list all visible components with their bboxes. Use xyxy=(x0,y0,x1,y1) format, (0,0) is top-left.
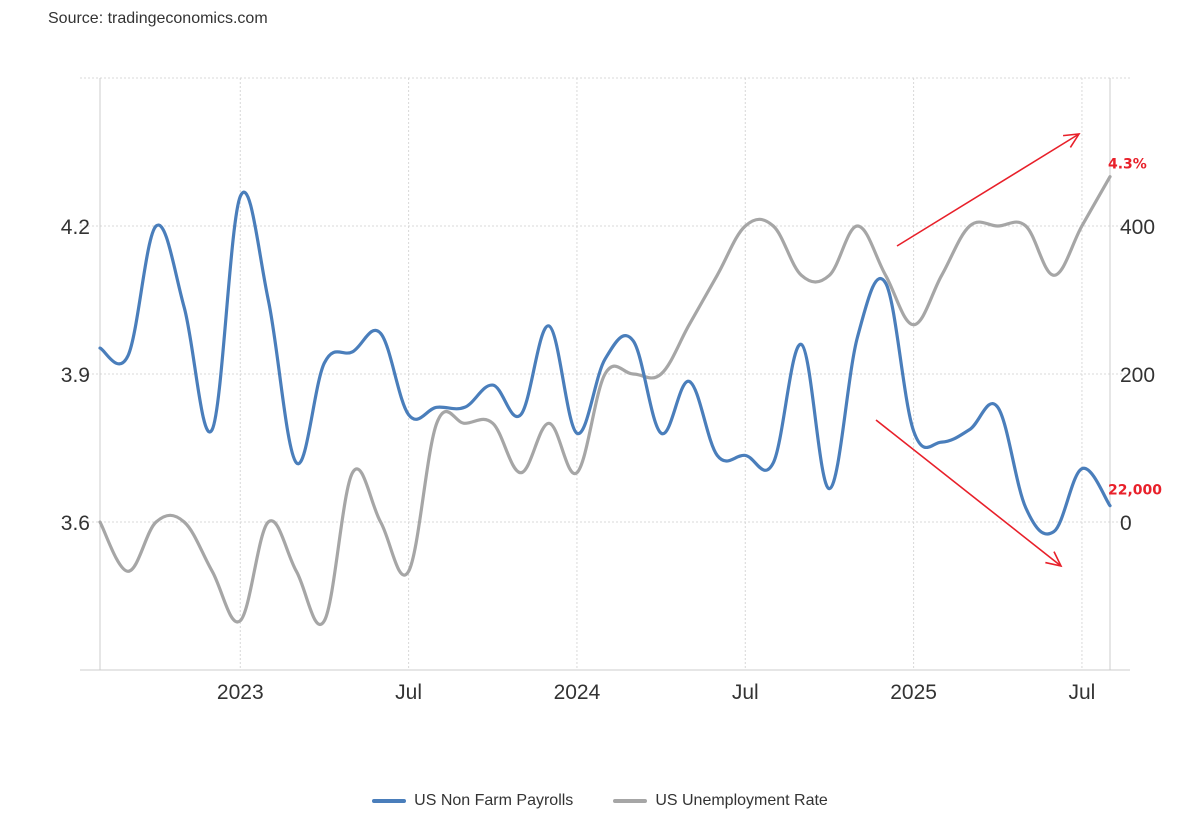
unemployment-value-label: 4.3% xyxy=(1108,157,1147,173)
legend-swatch xyxy=(613,799,648,803)
legend-swatch xyxy=(372,799,407,803)
legend-label: US Non Farm Payrolls xyxy=(414,792,574,809)
arrow-shaft xyxy=(896,133,1080,247)
legend-label: US Unemployment Rate xyxy=(655,792,828,809)
x-tick-label: 2025 xyxy=(890,681,937,704)
x-tick-label: 2023 xyxy=(217,681,264,704)
legend-item[interactable]: US Non Farm Payrolls xyxy=(372,792,573,810)
up-trend-arrow xyxy=(896,133,1081,247)
unemployment-rate-line xyxy=(98,175,1112,626)
y-left-tick-label: 4.2 xyxy=(61,216,90,239)
arrow-head xyxy=(1063,133,1081,148)
legend-item[interactable]: US Unemployment Rate xyxy=(613,792,828,810)
x-tick-label: Jul xyxy=(395,681,422,704)
line-chart: 4.3% 22,000 2023 Jul 2024 Jul 2025 Jul 3.6 3.9 4.… xyxy=(61,77,1162,704)
legend: US Non Farm Payrolls US Unemployment Rate xyxy=(0,792,1200,810)
y-left-tick-label: 3.6 xyxy=(61,512,90,535)
arrow-head xyxy=(1045,551,1063,568)
source-note: Source: tradingeconomics.com xyxy=(48,10,268,27)
y-right-tick-label: 400 xyxy=(1120,216,1155,239)
series-lines xyxy=(98,175,1112,626)
arrow-shaft xyxy=(875,419,1062,567)
payrolls-value-label: 22,000 xyxy=(1108,483,1162,499)
annotations: 4.3% 22,000 xyxy=(875,133,1162,568)
y-right-tick-label: 200 xyxy=(1120,364,1155,387)
x-tick-label: 2024 xyxy=(554,681,601,704)
x-tick-label: Jul xyxy=(732,681,759,704)
y-right-tick-label: 0 xyxy=(1120,512,1132,535)
nonfarm-payrolls-line xyxy=(98,190,1112,536)
axis-tick-labels: 2023 Jul 2024 Jul 2025 Jul 3.6 3.9 4.2 0 200 400 xyxy=(61,216,1155,704)
x-tick-label: Jul xyxy=(1069,681,1096,704)
down-trend-arrow xyxy=(875,419,1063,568)
y-left-tick-label: 3.9 xyxy=(61,364,90,387)
